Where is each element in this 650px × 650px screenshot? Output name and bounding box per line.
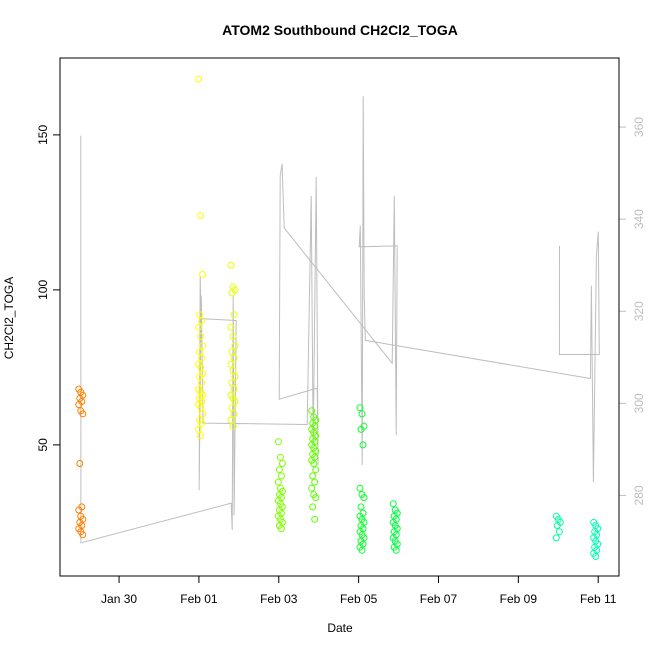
data-point <box>227 323 235 331</box>
right-y-tick-label: 280 <box>632 485 646 505</box>
data-point <box>231 342 239 350</box>
data-point <box>198 379 206 387</box>
data-point <box>357 503 365 511</box>
gray-line <box>80 96 600 544</box>
x-tick-label: Feb 11 <box>580 592 617 606</box>
data-point <box>310 460 318 467</box>
y-tick-label: 150 <box>36 125 50 145</box>
data-point <box>230 385 238 393</box>
data-point <box>228 404 236 412</box>
data-point <box>199 270 207 278</box>
right-y-tick-label: 340 <box>632 209 646 229</box>
data-point <box>277 525 285 533</box>
data-point <box>79 410 87 418</box>
y-axis-label: CH2Cl2_TOGA <box>2 277 16 359</box>
data-point <box>199 410 207 418</box>
plot-frame <box>59 57 620 577</box>
data-point <box>555 528 563 536</box>
data-point <box>199 342 207 350</box>
data-point <box>229 422 237 430</box>
data-point <box>592 553 600 560</box>
data-point <box>196 311 204 319</box>
data-point <box>76 460 84 467</box>
data-point <box>553 522 561 529</box>
data-point <box>357 425 365 433</box>
data-point <box>392 546 400 554</box>
data-point <box>275 466 283 474</box>
data-point <box>278 460 286 467</box>
x-axis-label: Date <box>327 621 353 635</box>
data-point <box>356 404 364 412</box>
data-point <box>358 546 366 554</box>
data-point <box>198 354 206 362</box>
data-point <box>197 212 205 219</box>
data-point <box>196 348 204 356</box>
x-tick-label: Jan 30 <box>101 592 137 606</box>
x-tick-label: Feb 09 <box>500 592 538 606</box>
y-tick-label: 50 <box>36 438 50 452</box>
data-point <box>356 484 364 492</box>
data-point <box>311 515 319 523</box>
data-point <box>359 441 367 449</box>
y-tick-label: 100 <box>36 280 50 300</box>
data-point <box>358 410 366 418</box>
data-point <box>195 75 203 83</box>
data-point <box>274 478 282 486</box>
data-point <box>197 432 205 440</box>
data-point <box>309 472 317 480</box>
data-point <box>274 438 282 446</box>
data-point <box>360 494 368 502</box>
data-point <box>230 410 238 418</box>
data-point <box>309 503 317 511</box>
data-point <box>75 401 83 409</box>
data-point <box>229 367 237 374</box>
x-tick-label: Feb 07 <box>420 592 458 606</box>
data-point <box>228 379 236 387</box>
data-point <box>312 494 320 502</box>
axes: Jan 30 Feb 01 Feb 03 Feb 05 Feb 07 Feb 09 Feb … <box>36 117 646 606</box>
data-point <box>195 425 203 433</box>
data-point <box>277 472 285 480</box>
right-y-tick-label: 320 <box>632 301 646 321</box>
data-point <box>230 311 238 319</box>
data-point <box>389 500 397 508</box>
data-point <box>229 332 237 340</box>
x-tick-label: Feb 03 <box>260 592 298 606</box>
data-point <box>227 261 235 269</box>
data-point <box>227 416 235 424</box>
data-point <box>197 332 205 340</box>
data-point <box>311 478 319 486</box>
x-tick-label: Feb 01 <box>180 592 218 606</box>
scatter-points <box>75 75 602 560</box>
right-y-tick-label: 360 <box>632 117 646 137</box>
data-point <box>308 484 316 492</box>
data-point <box>228 289 236 297</box>
data-point <box>198 419 206 427</box>
chart-title: ATOM2 Southbound CH2Cl2_TOGA <box>222 22 458 38</box>
data-point <box>308 407 316 415</box>
data-point <box>195 323 203 331</box>
data-point <box>228 348 236 356</box>
data-point <box>276 453 284 461</box>
data-point <box>197 404 205 412</box>
right-y-tick-label: 300 <box>632 393 646 413</box>
data-point <box>197 363 205 371</box>
right-axis-line-series <box>80 96 600 544</box>
data-point <box>552 534 560 542</box>
data-point <box>312 466 320 474</box>
data-point <box>231 373 239 381</box>
x-tick-label: Feb 05 <box>340 592 378 606</box>
data-point <box>79 531 87 539</box>
data-point <box>227 360 235 368</box>
data-point <box>230 354 238 362</box>
data-point <box>198 317 206 325</box>
data-point <box>75 506 83 514</box>
data-point <box>196 373 204 381</box>
data-point <box>231 398 239 405</box>
